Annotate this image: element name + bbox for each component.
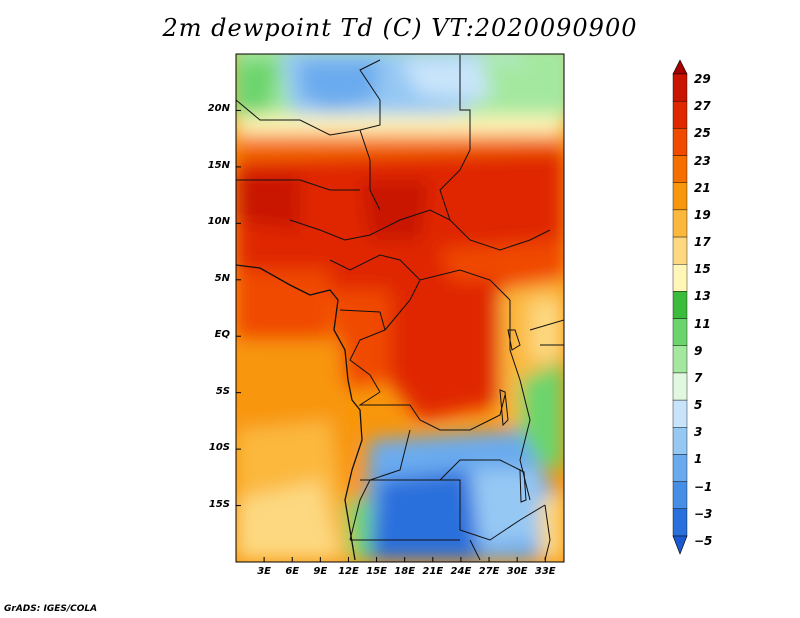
coastline (236, 264, 363, 561)
lon-tick-label: 6E (285, 566, 300, 577)
lon-tick-label: 24E (450, 566, 472, 577)
lon-tick-label: 18E (394, 566, 416, 577)
colorbar-label: 21 (694, 180, 711, 195)
dewpoint-field (236, 54, 564, 562)
colorbar-bottom-arrow (672, 535, 688, 555)
colorbar-label: 15 (694, 262, 711, 277)
colorbar-swatch (672, 291, 688, 319)
colorbar-label: 9 (694, 343, 703, 358)
colorbar-label: 11 (694, 316, 711, 331)
colorbar-label: 13 (694, 289, 711, 304)
lat-tick-label: 10N (207, 216, 230, 228)
colorbar-label: −3 (694, 506, 713, 521)
colorbar-label: 29 (694, 72, 711, 86)
lon-tick-label: 12E (338, 566, 359, 577)
credit-label: GrADS: IGES/COLA (4, 604, 98, 614)
colorbar-swatch (672, 128, 688, 156)
lat-tick-label: 15S (208, 498, 230, 510)
lake-tanganyika (499, 389, 509, 427)
colorbar-swatch (672, 427, 688, 455)
lon-tick-label: 30E (506, 566, 528, 577)
colorbar-swatch (672, 508, 688, 537)
lat-tick-label: 5S (215, 385, 230, 397)
lon-tick-label: 15E (366, 566, 387, 577)
colorbar-swatch (672, 345, 688, 374)
colorbar-label: 1 (694, 452, 703, 467)
colorbar-label: 5 (694, 398, 703, 413)
colorbar-label: 27 (694, 99, 711, 114)
lon-tick-label: 3E (257, 566, 271, 577)
lat-tick-label: 20N (207, 103, 230, 115)
chart-title: 2m dewpoint Td (C) VT:2020090900 (162, 14, 638, 42)
colorbar-swatch (672, 100, 688, 129)
colorbar-label: 3 (694, 425, 703, 440)
lake-victoria (507, 329, 521, 351)
lon-tick-label: 21E (422, 566, 444, 577)
colorbar-top-arrow (672, 59, 688, 75)
lat-tick-label: 10S (208, 442, 230, 454)
lon-tick-label: 9E (313, 566, 328, 577)
colorbar-swatch (672, 236, 688, 265)
country-borders (236, 55, 564, 561)
colorbar-swatch (672, 399, 688, 428)
colorbar-label: 25 (694, 126, 711, 141)
axis-ticks (236, 109, 546, 562)
colorbar-swatch (672, 372, 688, 401)
colorbar-label: 7 (694, 370, 703, 385)
colorbar-label: 17 (694, 235, 711, 250)
colorbar-label: 23 (694, 153, 711, 168)
colorbar-swatch (672, 318, 688, 346)
lake-malawi (519, 469, 527, 503)
colorbar (672, 59, 688, 555)
lon-tick-label: 27E (478, 566, 500, 577)
lat-tick-label: 15N (207, 159, 230, 171)
lat-tick-label: EQ (214, 329, 230, 341)
colorbar-swatch (672, 209, 688, 238)
lat-tick-label: 5N (214, 272, 230, 284)
lon-tick-label: 33E (534, 566, 556, 577)
map-frame (235, 53, 565, 563)
colorbar-label: 19 (694, 207, 711, 222)
colorbar-swatch (672, 155, 688, 183)
colorbar-swatch (672, 481, 688, 510)
colorbar-label: −5 (694, 534, 713, 548)
colorbar-swatch (672, 264, 688, 292)
colorbar-label: −1 (694, 479, 713, 494)
colorbar-swatch (672, 454, 688, 482)
colorbar-swatch (672, 182, 688, 211)
colorbar-swatch (672, 73, 688, 102)
